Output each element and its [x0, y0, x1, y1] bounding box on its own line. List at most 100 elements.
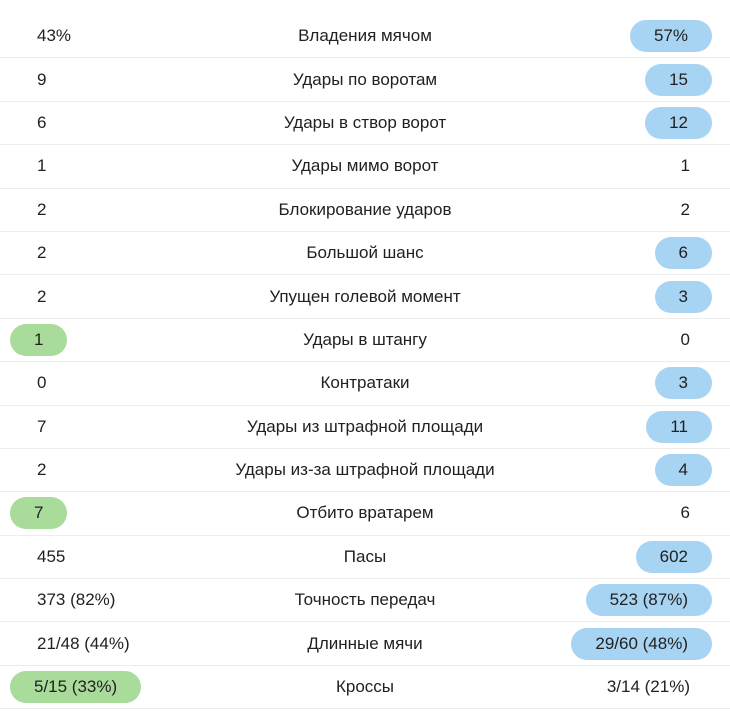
- home-value-cell: 7: [0, 497, 178, 530]
- away-value: 57%: [629, 20, 712, 53]
- match-stats-table: 43% Владения мячом 57% 9 Удары по ворота…: [0, 15, 730, 710]
- home-value: 2: [37, 286, 47, 306]
- away-value: 15: [645, 63, 712, 96]
- stat-row: 455 Пасы 602: [0, 536, 730, 580]
- home-value-cell: 2: [0, 460, 178, 480]
- home-value: 2: [37, 243, 47, 263]
- stat-label: Точность передач: [294, 590, 436, 610]
- away-value: 6: [654, 237, 712, 270]
- away-value-cell: 15: [552, 63, 730, 96]
- home-value-cell: 2: [0, 243, 178, 263]
- stat-row: 9 Удары по воротам 15: [0, 58, 730, 102]
- stat-label-cell: Удары в створ ворот: [178, 113, 552, 133]
- away-value-cell: 6: [552, 237, 730, 270]
- home-value-cell: 6: [0, 113, 178, 133]
- away-value: 3: [654, 280, 712, 313]
- away-value: 11: [646, 410, 712, 443]
- stat-label-cell: Большой шанс: [178, 243, 552, 263]
- away-value-cell: 12: [552, 106, 730, 139]
- stat-label-cell: Удары из-за штрафной площади: [178, 460, 552, 480]
- stat-label: Упущен голевой момент: [269, 286, 461, 306]
- away-value-cell: 4: [552, 454, 730, 487]
- away-value-cell: 6: [552, 503, 730, 523]
- away-value-cell: 3: [552, 280, 730, 313]
- home-value: 373 (82%): [37, 590, 116, 610]
- stat-label-cell: Отбито вратарем: [178, 503, 552, 523]
- home-value: 2: [37, 199, 47, 219]
- stat-row: 43% Владения мячом 57%: [0, 15, 730, 59]
- away-value-cell: 1: [552, 156, 730, 176]
- home-value: 5/15 (33%): [10, 671, 142, 704]
- stat-label: Пасы: [343, 546, 387, 566]
- away-value-cell: 602: [552, 540, 730, 573]
- home-value: 455: [37, 546, 66, 566]
- home-value-cell: 0: [0, 373, 178, 393]
- stat-row: 7 Удары из штрафной площади 11: [0, 406, 730, 449]
- stat-row: 373 (82%) Точность передач 523 (87%): [0, 579, 730, 623]
- stat-row: 2 Блокирование ударов 2: [0, 189, 730, 232]
- stat-label-cell: Пасы: [178, 547, 552, 567]
- stat-label: Владения мячом: [298, 26, 432, 46]
- stat-row: 21/48 (44%) Длинные мячи 29/60 (48%): [0, 622, 730, 666]
- stat-row: 2 Упущен голевой момент 3: [0, 275, 730, 319]
- home-value-cell: 1: [0, 323, 178, 356]
- away-value-cell: 523 (87%): [552, 584, 730, 617]
- away-value-cell: 3/14 (21%): [552, 677, 730, 697]
- away-value: 602: [635, 540, 712, 573]
- stat-label: Удары в створ ворот: [283, 112, 447, 132]
- away-value-cell: 57%: [552, 20, 730, 53]
- home-value: 7: [10, 497, 68, 530]
- stat-label: Удары из-за штрафной площади: [235, 460, 495, 480]
- stat-label-cell: Контратаки: [178, 373, 552, 393]
- home-value-cell: 5/15 (33%): [0, 671, 178, 704]
- stat-label-cell: Упущен голевой момент: [178, 287, 552, 307]
- home-value: 2: [37, 460, 47, 480]
- away-value: 4: [654, 454, 712, 487]
- stat-label-cell: Точность передач: [178, 590, 552, 610]
- stat-label: Отбито вратарем: [296, 503, 434, 523]
- stat-row: 1 Удары в штангу 0: [0, 319, 730, 363]
- home-value-cell: 9: [0, 70, 178, 90]
- home-value: 21/48 (44%): [37, 633, 130, 653]
- stat-label: Удары из штрафной площади: [246, 416, 484, 436]
- home-value-cell: 2: [0, 200, 178, 220]
- stat-label: Удары мимо ворот: [291, 156, 439, 176]
- home-value: 43%: [37, 26, 72, 46]
- stat-row: 2 Большой шанс 6: [0, 232, 730, 276]
- away-value: 523 (87%): [585, 584, 712, 617]
- home-value: 7: [37, 416, 47, 436]
- away-value-cell: 2: [552, 200, 730, 220]
- stat-label: Контратаки: [320, 373, 410, 393]
- home-value-cell: 7: [0, 417, 178, 437]
- stat-row: 7 Отбито вратарем 6: [0, 492, 730, 536]
- home-value-cell: 373 (82%): [0, 590, 178, 610]
- away-value: 12: [645, 106, 712, 139]
- stat-label-cell: Удары в штангу: [178, 330, 552, 350]
- stat-label-cell: Длинные мячи: [178, 634, 552, 654]
- stat-row: 0 Контратаки 3: [0, 362, 730, 406]
- stat-label-cell: Удары мимо ворот: [178, 156, 552, 176]
- home-value: 9: [37, 69, 47, 89]
- stat-row: 5/15 (33%) Кроссы 3/14 (21%): [0, 666, 730, 710]
- stat-label-cell: Удары по воротам: [178, 70, 552, 90]
- away-value: 3/14 (21%): [606, 677, 690, 697]
- stat-label-cell: Удары из штрафной площади: [178, 417, 552, 437]
- home-value-cell: 21/48 (44%): [0, 634, 178, 654]
- stat-label: Блокирование ударов: [278, 199, 452, 219]
- away-value-cell: 3: [552, 367, 730, 400]
- away-value-cell: 0: [552, 330, 730, 350]
- stat-label: Удары по воротам: [292, 69, 438, 89]
- away-value: 6: [680, 503, 690, 523]
- away-value: 2: [680, 199, 690, 219]
- stat-row: 6 Удары в створ ворот 12: [0, 102, 730, 146]
- away-value-cell: 11: [552, 410, 730, 443]
- home-value: 1: [10, 323, 68, 356]
- away-value: 1: [680, 156, 690, 176]
- stat-row: 2 Удары из-за штрафной площади 4: [0, 449, 730, 493]
- home-value-cell: 2: [0, 287, 178, 307]
- home-value: 1: [37, 156, 47, 176]
- home-value-cell: 1: [0, 156, 178, 176]
- home-value-cell: 43%: [0, 26, 178, 46]
- stat-row: 1 Удары мимо ворот 1: [0, 145, 730, 189]
- away-value: 29/60 (48%): [571, 627, 712, 660]
